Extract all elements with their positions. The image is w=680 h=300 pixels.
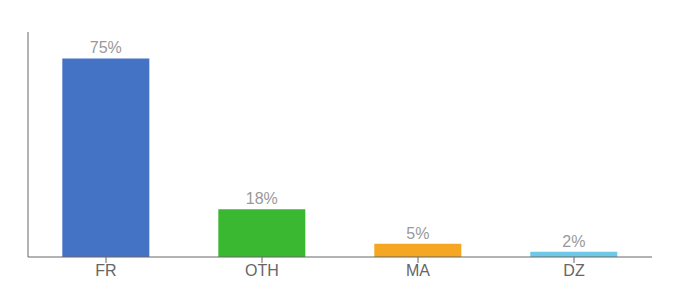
- svg-text:2%: 2%: [562, 233, 585, 250]
- svg-text:75%: 75%: [90, 39, 122, 56]
- svg-text:MA: MA: [406, 262, 430, 279]
- svg-text:OTH: OTH: [245, 262, 279, 279]
- svg-text:18%: 18%: [246, 190, 278, 207]
- svg-text:5%: 5%: [406, 225, 429, 242]
- svg-text:DZ: DZ: [563, 262, 585, 279]
- svg-text:FR: FR: [95, 262, 116, 279]
